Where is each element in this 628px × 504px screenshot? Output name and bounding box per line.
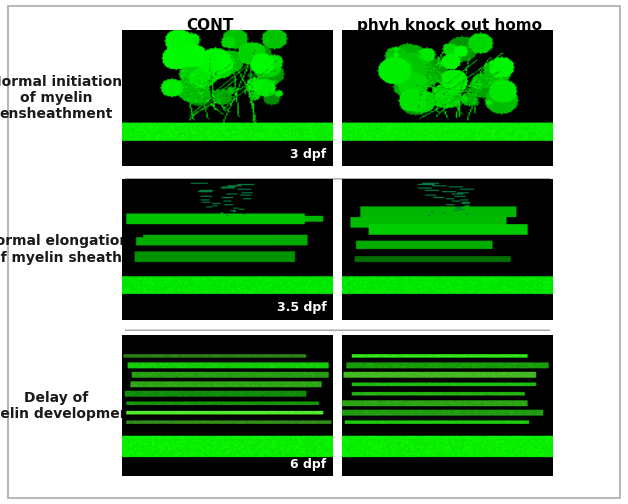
Text: Normal elongation
of myelin sheath: Normal elongation of myelin sheath [0, 234, 129, 265]
Text: Delay of
myelin development: Delay of myelin development [0, 391, 136, 421]
Text: Normal initiation
of myelin
ensheathment: Normal initiation of myelin ensheathment [0, 75, 122, 121]
Text: CONT: CONT [187, 18, 234, 33]
Text: phyh knock out homo: phyh knock out homo [357, 18, 541, 33]
Text: 3.5 dpf: 3.5 dpf [277, 301, 327, 314]
Text: 6 dpf: 6 dpf [290, 458, 327, 471]
Text: 3 dpf: 3 dpf [290, 148, 327, 161]
